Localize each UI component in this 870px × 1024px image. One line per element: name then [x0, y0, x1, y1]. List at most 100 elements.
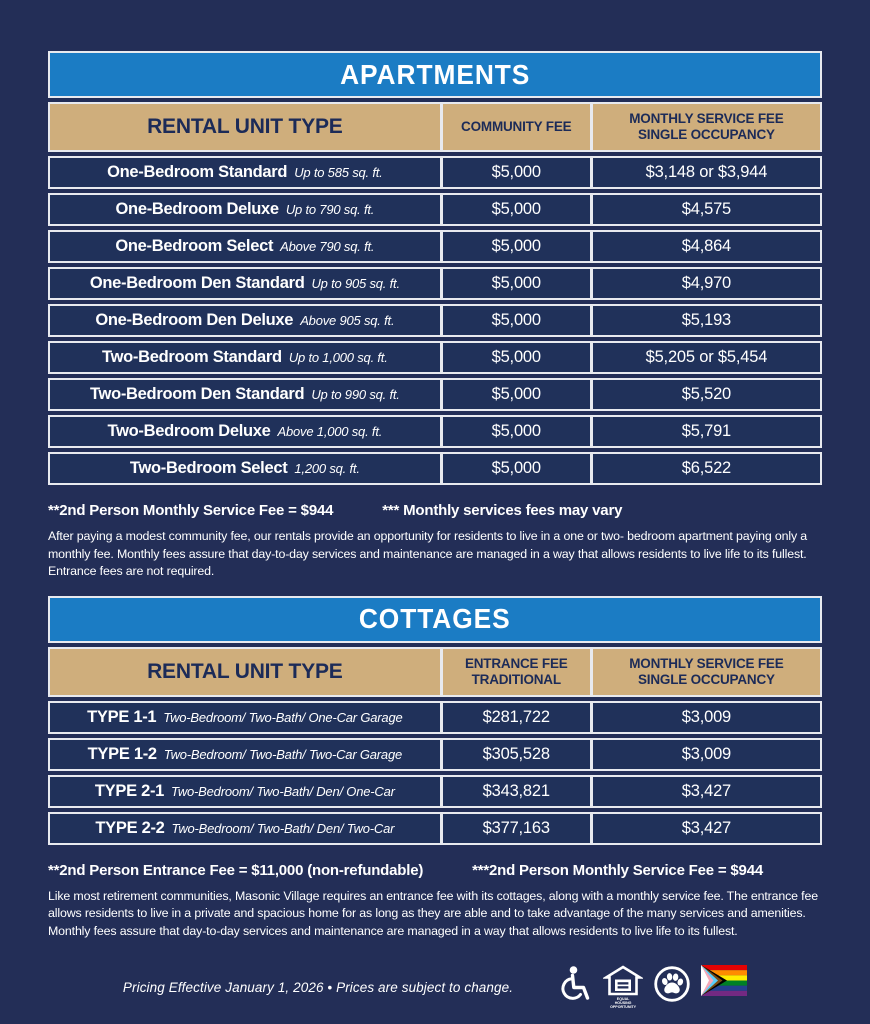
pet-friendly-paw-icon — [653, 965, 691, 1003]
cottages-description: Like most retirement communities, Masoni… — [48, 888, 818, 939]
cottage-row: TYPE 1-2 Two-Bedroom/ Two-Bath/ Two-Car … — [48, 737, 822, 771]
unit-name: One-Bedroom Den Standard — [89, 274, 305, 292]
apartments-footnote-may-vary: *** Monthly services fees may vary — [382, 502, 623, 519]
unit-name: One-Bedroom Deluxe — [115, 200, 280, 218]
footer-icons: EQUAL HOUSING OPPORTUNITY — [559, 964, 748, 1010]
apartment-row: One-Bedroom Den Deluxe Above 905 sq. ft.… — [48, 304, 822, 337]
apartment-row: Two-Bedroom Deluxe Above 1,000 sq. ft. $… — [48, 415, 822, 448]
entrance-fee-value: $377,163 — [443, 813, 593, 843]
apartment-row: Two-Bedroom Standard Up to 1,000 sq. ft.… — [48, 341, 822, 374]
entrance-fee-value: $281,722 — [443, 702, 593, 732]
equal-housing-opportunity-icon: EQUAL HOUSING OPPORTUNITY — [603, 965, 644, 1010]
unit-type-cell: TYPE 2-1 Two-Bedroom/ Two-Bath/ Den/ One… — [50, 776, 443, 806]
apartment-row: Two-Bedroom Select 1,200 sq. ft. $5,000 … — [48, 452, 822, 485]
cottages-section: COTTAGES RENTAL UNIT TYPE ENTRANCE FEE T… — [48, 595, 822, 845]
unit-description: Two-Bedroom/ Two-Bath/ Den/ Two-Car — [171, 820, 395, 836]
apartments-description: After paying a modest community fee, our… — [48, 529, 808, 579]
unit-type-cell: One-Bedroom Select Above 790 sq. ft. — [50, 232, 443, 261]
apartments-title-bar: APARTMENTS — [48, 51, 822, 98]
unit-description: Two-Bedroom/ Two-Bath/ Den/ One-Car — [171, 783, 395, 799]
unit-type-cell: Two-Bedroom Den Standard Up to 990 sq. f… — [50, 380, 443, 409]
column-header-line2: SINGLE OCCUPANCY — [637, 671, 775, 687]
cottage-row: TYPE 2-2 Two-Bedroom/ Two-Bath/ Den/ Two… — [48, 811, 822, 845]
community-fee-value: $5,000 — [443, 232, 593, 261]
unit-type-cell: One-Bedroom Deluxe Up to 790 sq. ft. — [50, 195, 443, 224]
apartment-row: One-Bedroom Select Above 790 sq. ft. $5,… — [48, 230, 822, 263]
cottages-footnote-entrance: **2nd Person Entrance Fee = $11,000 (non… — [48, 861, 424, 879]
unit-type-cell: One-Bedroom Standard Up to 585 sq. ft. — [50, 158, 443, 187]
pricing-effective-note: Pricing Effective January 1, 2026 • Pric… — [122, 979, 514, 995]
unit-type-cell: TYPE 1-2 Two-Bedroom/ Two-Bath/ Two-Car … — [50, 739, 443, 769]
unit-size: Up to 990 sq. ft. — [311, 387, 400, 402]
footer: Pricing Effective January 1, 2026 • Pric… — [0, 964, 870, 1010]
unit-type-cell: Two-Bedroom Deluxe Above 1,000 sq. ft. — [50, 417, 443, 446]
community-fee-value: $5,000 — [443, 454, 593, 483]
progress-pride-flag-icon — [701, 964, 748, 996]
cottage-row: TYPE 2-1 Two-Bedroom/ Two-Bath/ Den/ One… — [48, 774, 822, 808]
column-header-rental-unit-type: RENTAL UNIT TYPE — [50, 104, 443, 150]
apartment-row: Two-Bedroom Den Standard Up to 990 sq. f… — [48, 378, 822, 411]
column-header-label: COMMUNITY FEE — [461, 119, 572, 135]
monthly-fee-value: $6,522 — [681, 459, 732, 477]
unit-size: Up to 905 sq. ft. — [311, 276, 400, 291]
unit-type-cell: One-Bedroom Den Standard Up to 905 sq. f… — [50, 269, 443, 298]
unit-description: Two-Bedroom/ Two-Bath/ One-Car Garage — [163, 709, 403, 725]
cottages-header-row: RENTAL UNIT TYPE ENTRANCE FEE TRADITIONA… — [48, 646, 822, 697]
apartment-row: One-Bedroom Deluxe Up to 790 sq. ft. $5,… — [48, 193, 822, 226]
unit-name: One-Bedroom Select — [115, 237, 274, 255]
column-header-label: RENTAL UNIT TYPE — [147, 659, 343, 683]
column-header-line2: TRADITIONAL — [471, 671, 561, 687]
column-header-line1: MONTHLY SERVICE FEE — [629, 111, 784, 127]
unit-name: TYPE 2-2 — [95, 818, 165, 837]
unit-name: TYPE 1-1 — [87, 707, 157, 726]
cottages-footnotes: **2nd Person Entrance Fee = $11,000 (non… — [48, 862, 822, 879]
unit-type-cell: One-Bedroom Den Deluxe Above 905 sq. ft. — [50, 306, 443, 335]
unit-size: 1,200 sq. ft. — [294, 461, 360, 476]
monthly-fee-value: $3,427 — [681, 818, 732, 837]
monthly-fee-value: $5,791 — [681, 422, 732, 440]
community-fee-value: $5,000 — [443, 195, 593, 224]
unit-size: Above 1,000 sq. ft. — [277, 424, 383, 439]
equal-housing-label: EQUAL HOUSING OPPORTUNITY — [610, 996, 637, 1010]
apartments-title: APARTMENTS — [339, 58, 531, 90]
cottages-footnote-monthly: ***2nd Person Monthly Service Fee = $944 — [472, 861, 763, 879]
apartments-footnotes: **2nd Person Monthly Service Fee = $944 … — [48, 502, 822, 519]
column-header-line1: MONTHLY SERVICE FEE — [629, 655, 784, 671]
column-header-entrance-fee: ENTRANCE FEE TRADITIONAL — [443, 648, 593, 695]
cottages-title: COTTAGES — [359, 603, 511, 635]
unit-name: Two-Bedroom Den Standard — [89, 385, 305, 403]
monthly-fee-value: $3,427 — [681, 781, 732, 800]
column-header-line2: SINGLE OCCUPANCY — [637, 127, 775, 142]
monthly-fee-value: $5,520 — [681, 385, 732, 403]
entrance-fee-value: $343,821 — [443, 776, 593, 806]
unit-name: One-Bedroom Standard — [107, 163, 288, 181]
community-fee-value: $5,000 — [443, 343, 593, 372]
unit-name: One-Bedroom Den Deluxe — [95, 311, 294, 329]
apartment-row: One-Bedroom Den Standard Up to 905 sq. f… — [48, 267, 822, 300]
monthly-fee-value: $5,205 or $5,454 — [645, 348, 768, 366]
unit-size: Above 790 sq. ft. — [280, 239, 375, 254]
monthly-fee-value: $4,575 — [681, 200, 732, 218]
community-fee-value: $5,000 — [443, 158, 593, 187]
unit-name: Two-Bedroom Select — [129, 459, 288, 477]
column-header-monthly-service-fee: MONTHLY SERVICE FEE SINGLE OCCUPANCY — [593, 649, 820, 695]
unit-name: TYPE 1-2 — [87, 744, 157, 763]
unit-type-cell: TYPE 2-2 Two-Bedroom/ Two-Bath/ Den/ Two… — [50, 813, 443, 843]
monthly-fee-value: $3,009 — [681, 744, 732, 763]
community-fee-value: $5,000 — [443, 306, 593, 335]
column-header-label: RENTAL UNIT TYPE — [147, 115, 343, 138]
column-header-community-fee: COMMUNITY FEE — [443, 104, 593, 150]
unit-type-cell: Two-Bedroom Standard Up to 1,000 sq. ft. — [50, 343, 443, 372]
community-fee-value: $5,000 — [443, 380, 593, 409]
cottage-row: TYPE 1-1 Two-Bedroom/ Two-Bath/ One-Car … — [48, 700, 822, 734]
unit-type-cell: TYPE 1-1 Two-Bedroom/ Two-Bath/ One-Car … — [50, 702, 443, 732]
unit-type-cell: Two-Bedroom Select 1,200 sq. ft. — [50, 454, 443, 483]
apartments-section: APARTMENTS RENTAL UNIT TYPE COMMUNITY FE… — [48, 51, 822, 485]
column-header-rental-unit-type: RENTAL UNIT TYPE — [50, 648, 443, 695]
monthly-fee-value: $4,970 — [681, 274, 732, 292]
unit-size: Above 905 sq. ft. — [300, 313, 395, 328]
unit-name: TYPE 2-1 — [94, 781, 165, 800]
unit-description: Two-Bedroom/ Two-Bath/ Two-Car Garage — [163, 746, 403, 762]
column-header-line1: ENTRANCE FEE — [464, 655, 568, 671]
apartments-header-row: RENTAL UNIT TYPE COMMUNITY FEE MONTHLY S… — [48, 102, 822, 152]
